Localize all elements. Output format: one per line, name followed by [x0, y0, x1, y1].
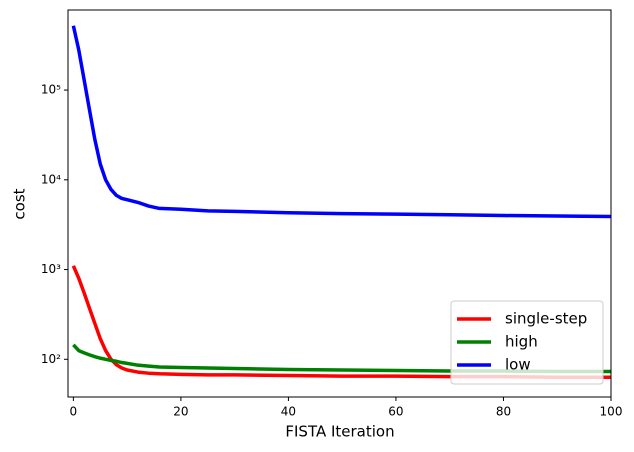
x-axis-label: FISTA Iteration: [285, 423, 394, 441]
x-tick-label: 100: [600, 405, 623, 419]
y-tick-label: 10³: [41, 262, 61, 276]
legend-label: single-step: [505, 310, 587, 328]
y-tick-label: 10²: [41, 352, 61, 366]
line-series: [71, 25, 612, 219]
y-axis-label: cost: [11, 188, 29, 219]
x-tick-label: 80: [496, 405, 511, 419]
line-series: [71, 265, 611, 380]
line-series: [72, 343, 611, 374]
plot-frame: [67, 9, 612, 398]
legend-label: low: [505, 356, 531, 374]
legend-label: high: [505, 333, 538, 351]
x-tick-label: 0: [70, 405, 78, 419]
y-tick-label: 10⁵: [41, 83, 61, 97]
x-tick-label: 20: [173, 405, 188, 419]
x-tick-label: 60: [388, 405, 403, 419]
y-tick-label: 10⁴: [41, 172, 61, 186]
x-tick-label: 40: [281, 405, 296, 419]
